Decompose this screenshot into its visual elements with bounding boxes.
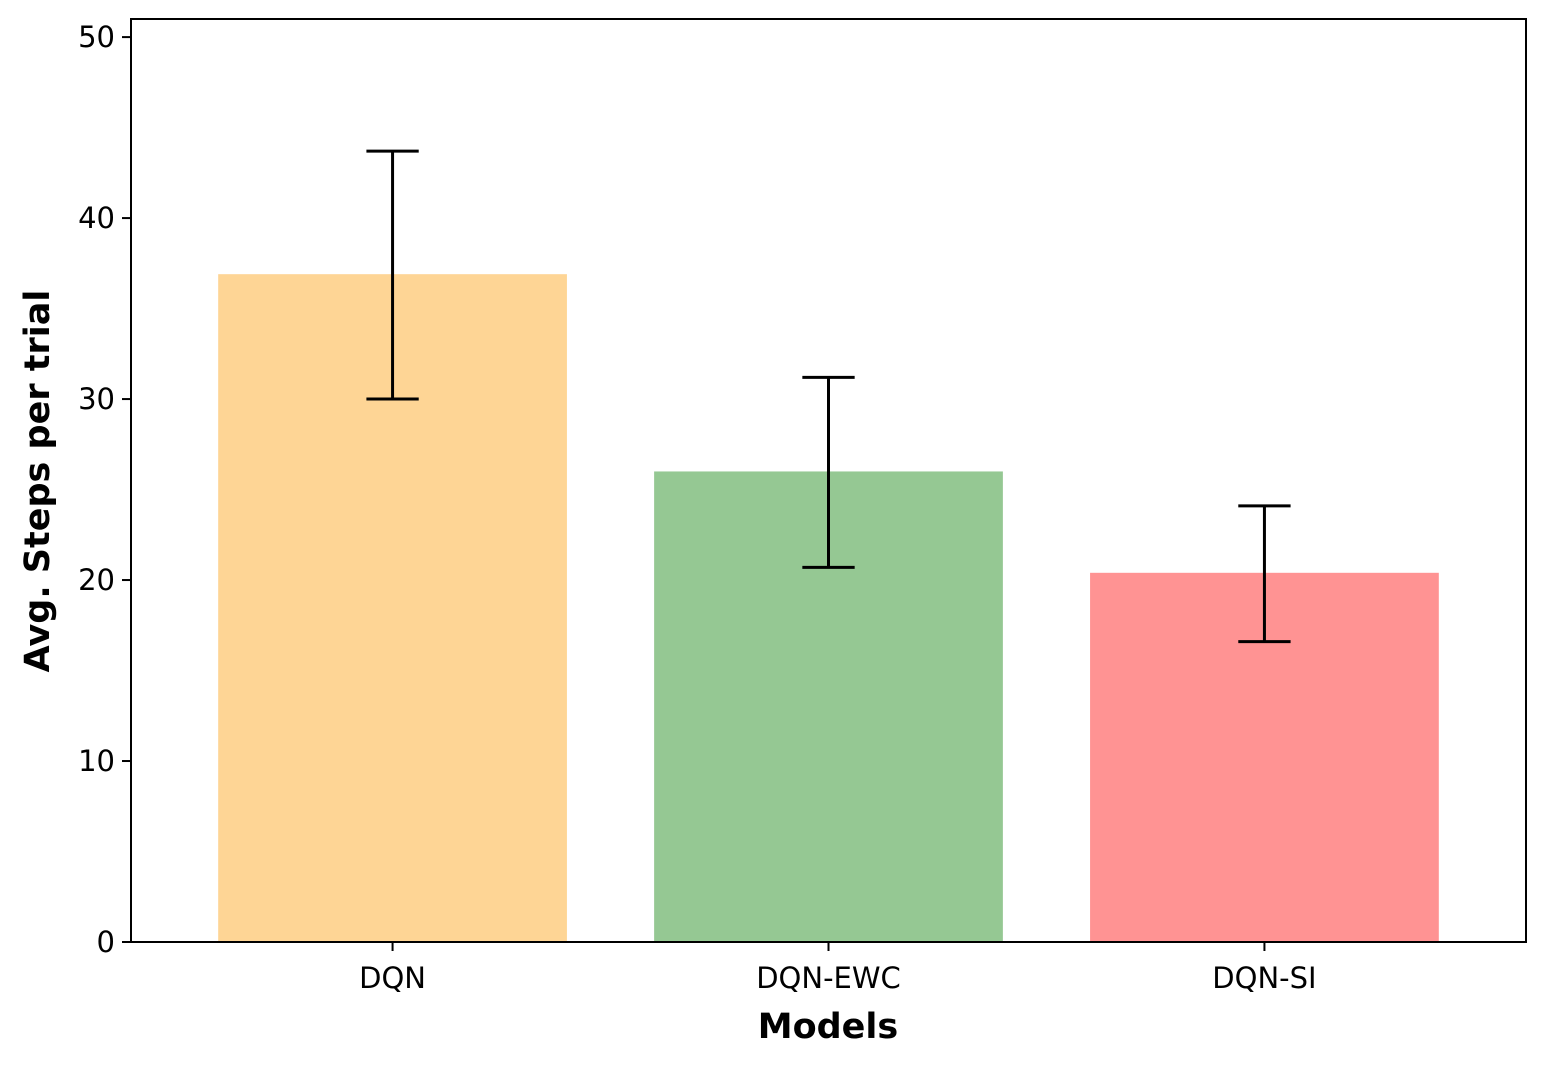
x-tick-label-dqn-ewc: DQN-EWC (756, 961, 901, 995)
y-axis-label: Avg. Steps per trial (18, 290, 58, 673)
y-tick-label-40: 40 (78, 201, 115, 235)
y-axis: 0 10 20 30 40 50 (78, 20, 131, 959)
y-tick-label-30: 30 (78, 382, 115, 416)
x-axis: DQN DQN-EWC DQN-SI (359, 942, 1317, 995)
x-tick-label-dqn-si: DQN-SI (1212, 961, 1316, 995)
y-tick-label-0: 0 (97, 925, 115, 959)
y-tick-label-10: 10 (78, 744, 115, 778)
error-bars-layer (366, 149, 1291, 644)
y-tick-label-50: 50 (78, 20, 115, 54)
x-tick-label-dqn: DQN (359, 961, 426, 995)
x-axis-label: Models (758, 1007, 899, 1047)
y-tick-label-20: 20 (78, 563, 115, 597)
